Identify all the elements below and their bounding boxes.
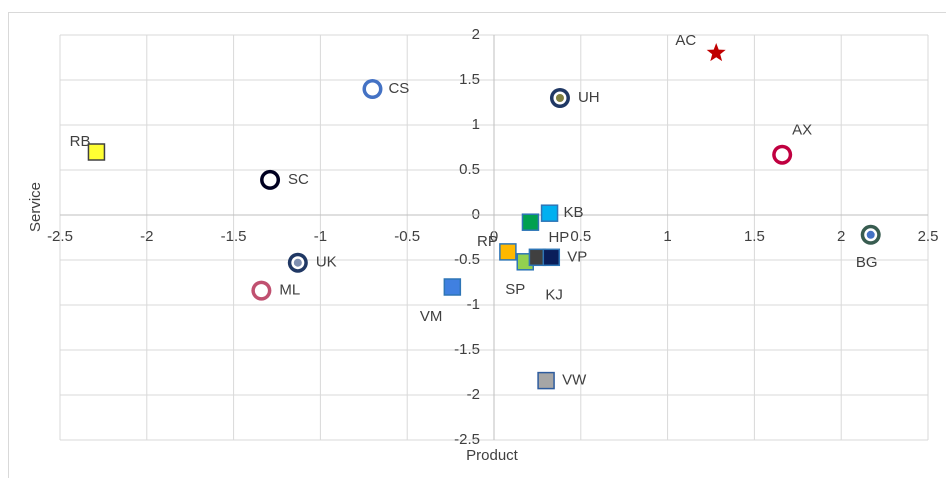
data-label: CS	[388, 80, 409, 97]
point	[444, 279, 460, 295]
point	[500, 244, 516, 260]
data-label: ML	[279, 282, 300, 299]
y-axis-title: Service	[27, 182, 44, 232]
data-label: KB	[564, 204, 584, 221]
point	[861, 225, 881, 245]
point-core	[867, 231, 875, 239]
data-label: HP	[548, 229, 569, 246]
point	[550, 88, 570, 108]
y-tick-label: 1	[472, 116, 480, 133]
x-tick-label: 2	[837, 228, 845, 245]
point-core	[368, 85, 376, 93]
x-tick-label: -2.5	[47, 228, 73, 245]
point-core	[257, 287, 265, 295]
x-tick-label: 1.5	[744, 228, 765, 245]
y-tick-label: 2	[472, 26, 480, 43]
y-tick-label: -1.5	[454, 341, 480, 358]
point-core	[266, 176, 274, 184]
x-tick-label: -2	[140, 228, 153, 245]
data-label: RP	[477, 233, 498, 250]
y-tick-label: -1	[467, 296, 480, 313]
y-tick-label: -2	[467, 386, 480, 403]
data-label: RB	[70, 133, 91, 150]
data-label: SP	[505, 281, 525, 298]
point	[251, 281, 271, 301]
y-tick-label: 1.5	[459, 71, 480, 88]
point	[88, 144, 104, 160]
x-tick-label: 2.5	[918, 228, 939, 245]
x-tick-label: 1	[663, 228, 671, 245]
point	[543, 249, 559, 265]
data-label: AC	[675, 32, 696, 49]
data-label: SC	[288, 171, 309, 188]
point	[260, 170, 280, 190]
point	[707, 43, 726, 61]
point	[538, 373, 554, 389]
point-core	[778, 151, 786, 159]
data-label: UH	[578, 89, 600, 106]
y-tick-label: -0.5	[454, 251, 480, 268]
data-label: VP	[567, 248, 587, 265]
x-tick-label: -1.5	[221, 228, 247, 245]
point	[362, 79, 382, 99]
point-core	[294, 259, 302, 267]
x-tick-label: 0.5	[570, 228, 591, 245]
data-label: VM	[420, 308, 443, 325]
data-label: AX	[792, 122, 812, 139]
data-label: BG	[856, 254, 878, 271]
point	[772, 145, 792, 165]
point	[288, 253, 308, 273]
y-tick-label: 0.5	[459, 161, 480, 178]
y-tick-label: 0	[472, 206, 480, 223]
point	[542, 205, 558, 221]
data-label: KJ	[545, 286, 563, 303]
point-core	[556, 94, 564, 102]
x-tick-label: -0.5	[394, 228, 420, 245]
data-label: VW	[562, 372, 587, 389]
x-tick-label: -1	[314, 228, 327, 245]
y-tick-label: -2.5	[454, 431, 480, 448]
x-axis-title: Product	[466, 447, 519, 464]
point	[522, 214, 538, 230]
data-label: UK	[316, 254, 337, 271]
